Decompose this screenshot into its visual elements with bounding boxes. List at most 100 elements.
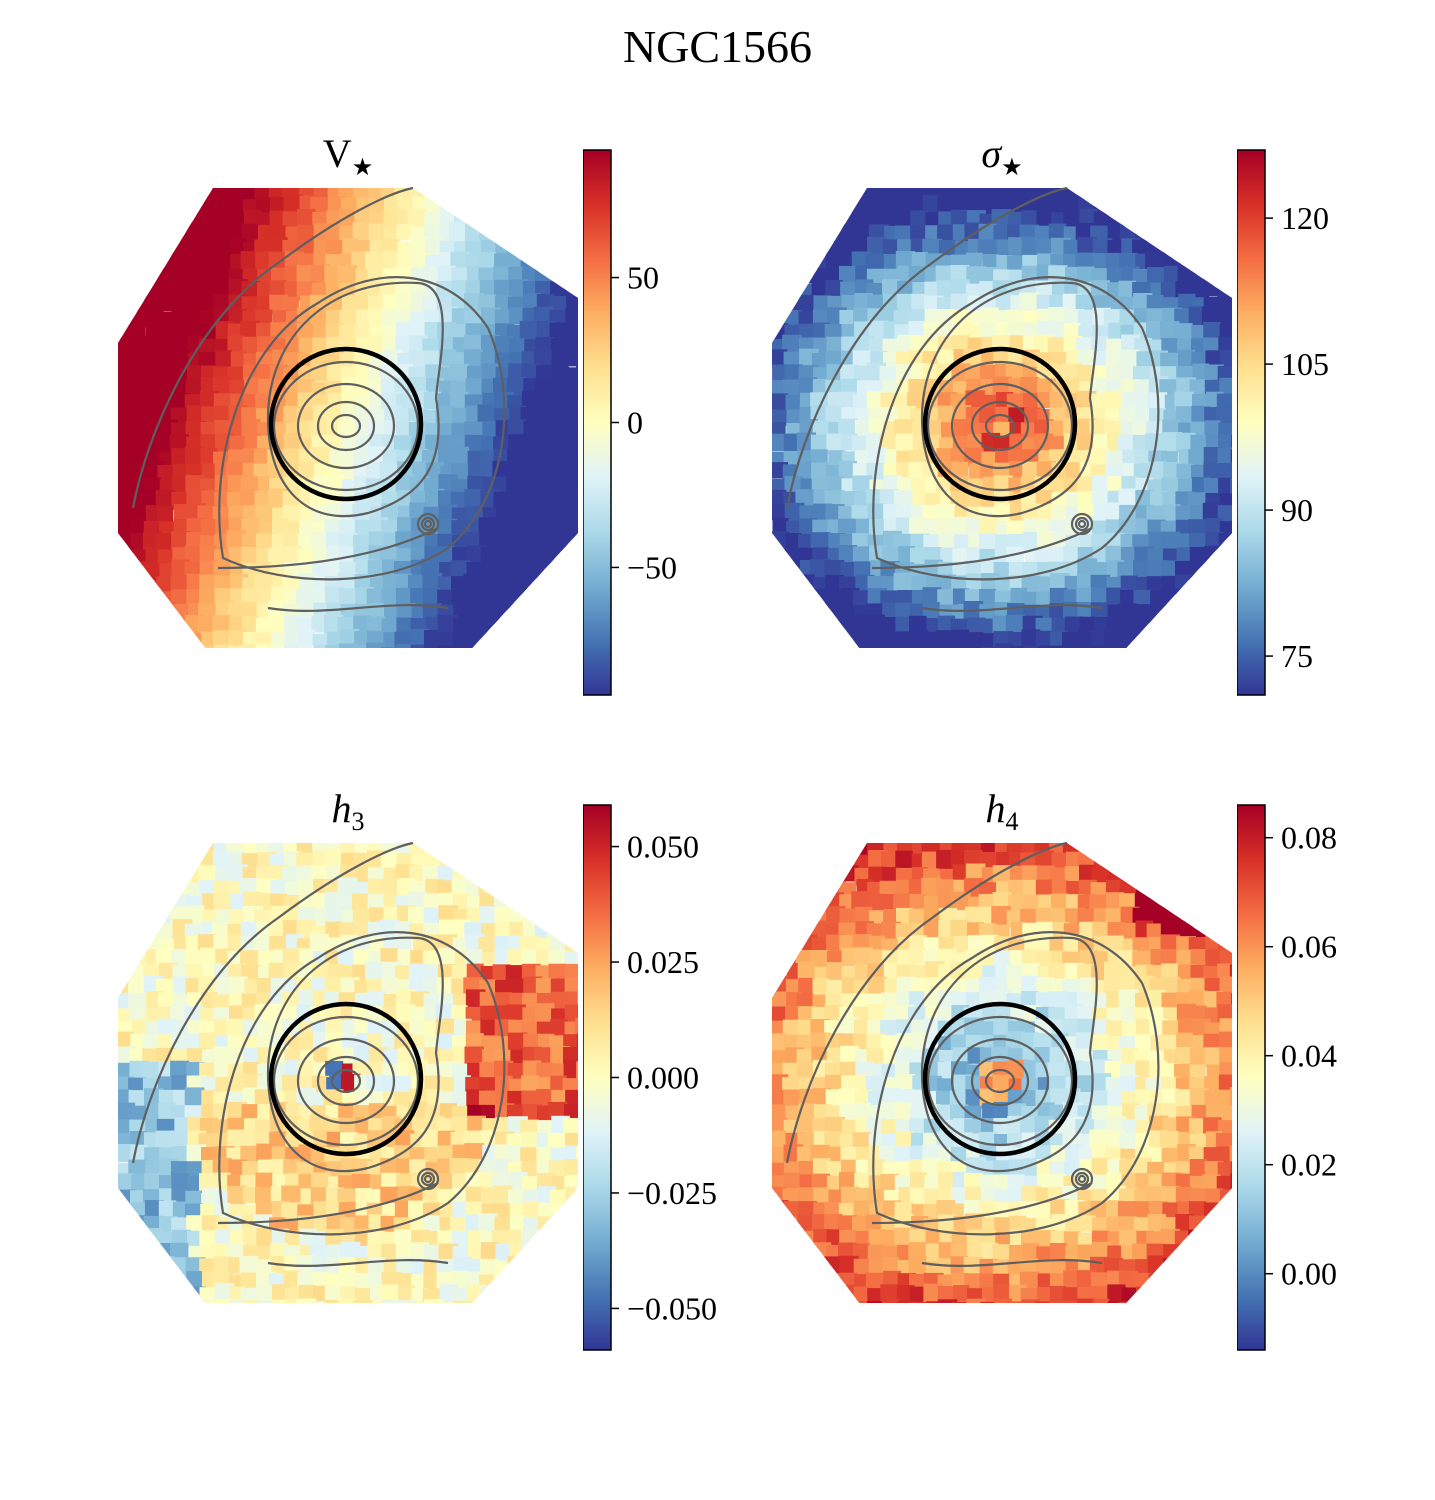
spaxel-cell (940, 547, 957, 564)
spaxel-cell (880, 1101, 900, 1121)
spaxel-cell (784, 1270, 804, 1290)
spaxel-cell (950, 891, 971, 912)
spaxel-cell (463, 349, 483, 369)
spaxel-cell (1192, 616, 1209, 633)
spaxel-cell (157, 211, 177, 230)
spaxel-cell (1203, 619, 1220, 636)
spaxel-cell (992, 168, 1011, 187)
spaxel-cell (576, 378, 578, 397)
spaxel-cell (493, 617, 511, 634)
spaxel-cell (521, 1075, 540, 1094)
spaxel-cell (494, 843, 512, 854)
spaxel-cell (128, 188, 148, 204)
spaxel-cell (1163, 1286, 1180, 1303)
spaxel-cell (1205, 602, 1223, 619)
spaxel-cell (991, 906, 1011, 926)
spaxel-cell (283, 962, 303, 981)
spaxel-cell (506, 587, 525, 606)
spaxel-cell (965, 1186, 983, 1204)
spaxel-cell (313, 843, 331, 844)
spaxel-cell (230, 170, 246, 186)
panel-title-vstar: V★ (118, 130, 578, 182)
spaxel-cell (492, 843, 511, 844)
isophote-contour (920, 936, 1098, 1173)
spaxel-cell (952, 823, 972, 842)
spaxel-cell (382, 823, 401, 842)
spaxel-cell (979, 588, 997, 606)
spaxel-cell (561, 586, 578, 606)
spaxel-cell (1160, 878, 1179, 898)
spaxel-cell (118, 188, 135, 200)
spaxel-cell (550, 854, 568, 871)
spaxel-cell (1008, 894, 1026, 912)
spaxel-cell (798, 616, 817, 635)
isophote-contour (950, 382, 1050, 470)
spaxel-cell (521, 1176, 539, 1194)
spaxel-cell (811, 239, 829, 257)
spaxel-cell (118, 1271, 135, 1288)
spaxel-cell (772, 920, 789, 941)
spaxel-cell (118, 504, 133, 521)
spaxel-cell (309, 1115, 330, 1136)
spaxel-cell (838, 1017, 859, 1038)
spaxel-cell (1161, 226, 1180, 245)
spaxel-cell (437, 1033, 457, 1053)
spaxel-cell (506, 1271, 527, 1292)
spaxel-cell (1037, 170, 1054, 187)
spaxel-cell (826, 1286, 845, 1303)
spaxel-cell (1160, 560, 1179, 579)
isophote-contour (871, 527, 1093, 570)
spaxel-cell (479, 1062, 498, 1080)
spaxel-cell (841, 1119, 859, 1137)
spaxel-cell (507, 1090, 524, 1108)
spaxel-cell (923, 188, 940, 199)
spaxel-cell (480, 1285, 499, 1303)
spaxel-cell (174, 1117, 191, 1134)
spaxel-cell (1049, 1243, 1067, 1260)
spaxel-cell (854, 365, 871, 383)
spaxel-cell (786, 409, 803, 426)
spaxel-cell (494, 336, 514, 356)
spaxel-cell (212, 1157, 232, 1177)
spaxel-cell (157, 197, 175, 215)
spaxel-cell (450, 850, 470, 870)
spaxel-cell (1190, 605, 1208, 622)
spaxel-cell (1022, 1243, 1039, 1260)
spaxel-cell (1231, 435, 1232, 454)
spaxel-cell (118, 237, 135, 255)
spaxel-cell (1133, 864, 1152, 883)
spaxel-cell (1048, 1062, 1066, 1080)
spaxel-cell (507, 843, 525, 855)
spaxel-cell (156, 1284, 177, 1303)
spaxel-cell (939, 824, 957, 842)
colorbar-gradient (1237, 804, 1266, 1351)
spaxel-cell (157, 852, 177, 871)
spaxel-cell (1021, 1299, 1040, 1303)
spaxel-cell (311, 188, 330, 189)
spaxel-cell (130, 867, 151, 887)
spaxel-cell (438, 349, 457, 367)
spaxel-cell (410, 588, 427, 605)
spaxel-cell (254, 632, 273, 648)
spaxel-cell (1174, 188, 1195, 201)
spaxel-cell (796, 644, 814, 648)
spaxel-cell (509, 1299, 527, 1303)
spaxel-cell (1217, 447, 1232, 466)
spaxel-cell (577, 351, 578, 372)
spaxel-cell (171, 1173, 190, 1191)
spaxel-cell (439, 843, 459, 859)
spaxel-cell (131, 1019, 150, 1038)
isophote-contour (984, 413, 1016, 439)
spaxel-cell (467, 644, 487, 648)
spaxel-cell (785, 533, 802, 550)
spaxel-cell (477, 404, 498, 425)
spaxel-cell (1229, 1258, 1232, 1279)
spaxel-cell (283, 1270, 301, 1288)
spaxel-cell (936, 849, 956, 870)
spaxel-cell (798, 188, 818, 200)
spaxel-cell (994, 503, 1014, 523)
spaxel-cell (951, 335, 970, 353)
spaxel-cell (382, 250, 402, 270)
spaxel-cell (383, 574, 400, 591)
spaxel-cell (494, 949, 512, 967)
